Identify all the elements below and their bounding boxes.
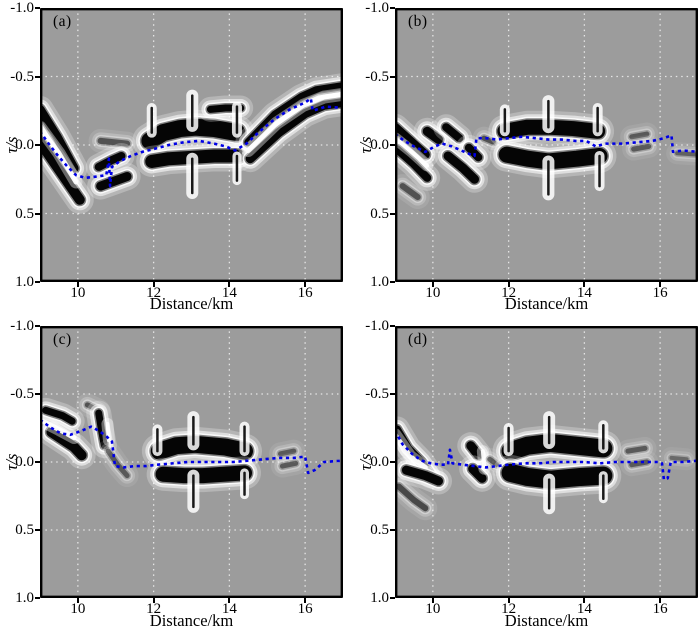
- y-tick-label: -0.5: [10, 386, 34, 402]
- x-axis-title: Distance/km: [149, 294, 234, 313]
- y-tick-mark: [390, 461, 395, 463]
- x-tick-mark: [659, 282, 662, 287]
- x-tick-label: 14: [221, 285, 237, 301]
- x-tick-label: 10: [425, 285, 441, 301]
- x-tick-mark: [659, 598, 662, 603]
- y-tick-mark: [390, 597, 395, 599]
- x-tick-mark: [431, 282, 434, 287]
- x-tick-mark: [507, 598, 510, 603]
- x-tick-mark: [507, 282, 510, 287]
- y-tick-label: 1.0: [15, 274, 34, 290]
- y-tick-mark: [390, 325, 395, 327]
- y-tick-label: -0.5: [10, 68, 34, 85]
- panel-c-seismic-plot: [40, 326, 343, 598]
- x-tick-label: 16: [652, 601, 668, 617]
- panel-d-seismic-plot: [395, 326, 698, 598]
- x-tick-mark: [152, 282, 155, 287]
- y-tick-label: -0.5: [365, 68, 389, 85]
- y-tick-label: 0.5: [370, 522, 389, 538]
- y-tick-mark: [35, 325, 40, 327]
- x-tick-mark: [76, 598, 79, 603]
- y-tick-mark: [35, 597, 40, 599]
- y-tick-label: 1.0: [15, 590, 34, 606]
- x-tick-mark: [76, 282, 79, 287]
- y-tick-mark: [35, 393, 40, 395]
- y-tick-mark: [390, 144, 395, 146]
- panel-label-d: (d): [408, 331, 428, 348]
- y-tick-label: -1.0: [365, 318, 389, 334]
- x-tick-label: 12: [501, 285, 517, 301]
- panel-label-c: (c): [53, 331, 72, 348]
- y-tick-mark: [390, 529, 395, 531]
- y-tick-label: 0.0: [370, 137, 389, 153]
- y-tick-mark: [35, 75, 40, 78]
- x-tick-mark: [583, 282, 586, 287]
- x-tick-label: 16: [297, 601, 313, 617]
- x-tick-label: 12: [501, 601, 517, 617]
- y-tick-label: -0.5: [365, 386, 389, 402]
- x-tick-label: 12: [146, 285, 162, 301]
- x-tick-label: 10: [70, 601, 86, 617]
- y-tick-mark: [390, 75, 395, 78]
- y-tick-mark: [390, 393, 395, 395]
- y-tick-mark: [390, 212, 395, 215]
- panel-label-a: (a): [53, 13, 72, 30]
- x-tick-label: 16: [297, 285, 313, 301]
- y-tick-label: 0.5: [15, 522, 34, 538]
- y-tick-mark: [35, 7, 40, 9]
- y-tick-mark: [35, 281, 40, 283]
- x-tick-label: 14: [221, 601, 237, 617]
- x-tick-mark: [228, 282, 231, 287]
- x-tick-label: 10: [425, 601, 441, 617]
- panel-label-b: (b): [408, 13, 428, 30]
- y-tick-label: -1.0: [10, 0, 34, 16]
- x-tick-label: 10: [70, 285, 86, 301]
- y-tick-mark: [35, 212, 40, 215]
- y-tick-label: -1.0: [365, 0, 389, 16]
- x-tick-label: 16: [652, 285, 668, 301]
- y-tick-label: 0.5: [370, 205, 389, 222]
- y-tick-label: 0.0: [15, 137, 34, 153]
- y-tick-mark: [35, 144, 40, 146]
- x-tick-label: 14: [576, 601, 592, 617]
- x-tick-mark: [152, 598, 155, 603]
- x-tick-label: 14: [576, 285, 592, 301]
- y-tick-mark: [35, 529, 40, 531]
- x-tick-mark: [583, 598, 586, 603]
- x-tick-mark: [304, 282, 307, 287]
- y-tick-mark: [390, 281, 395, 283]
- x-tick-label: 12: [146, 601, 162, 617]
- y-tick-label: 1.0: [370, 590, 389, 606]
- x-tick-mark: [431, 598, 434, 603]
- y-tick-label: 0.5: [15, 205, 34, 222]
- x-tick-mark: [228, 598, 231, 603]
- y-tick-label: 0.0: [15, 454, 34, 470]
- y-tick-label: 0.0: [370, 454, 389, 470]
- x-axis-title: Distance/km: [504, 294, 589, 313]
- y-tick-mark: [35, 461, 40, 463]
- y-tick-label: -1.0: [10, 318, 34, 334]
- y-tick-label: 1.0: [370, 274, 389, 290]
- x-axis-title: Distance/km: [149, 611, 234, 630]
- x-tick-mark: [304, 598, 307, 603]
- panel-b-seismic-plot: [395, 8, 698, 282]
- x-axis-title: Distance/km: [504, 611, 589, 630]
- panel-a-seismic-plot: [40, 8, 343, 282]
- y-tick-mark: [390, 7, 395, 9]
